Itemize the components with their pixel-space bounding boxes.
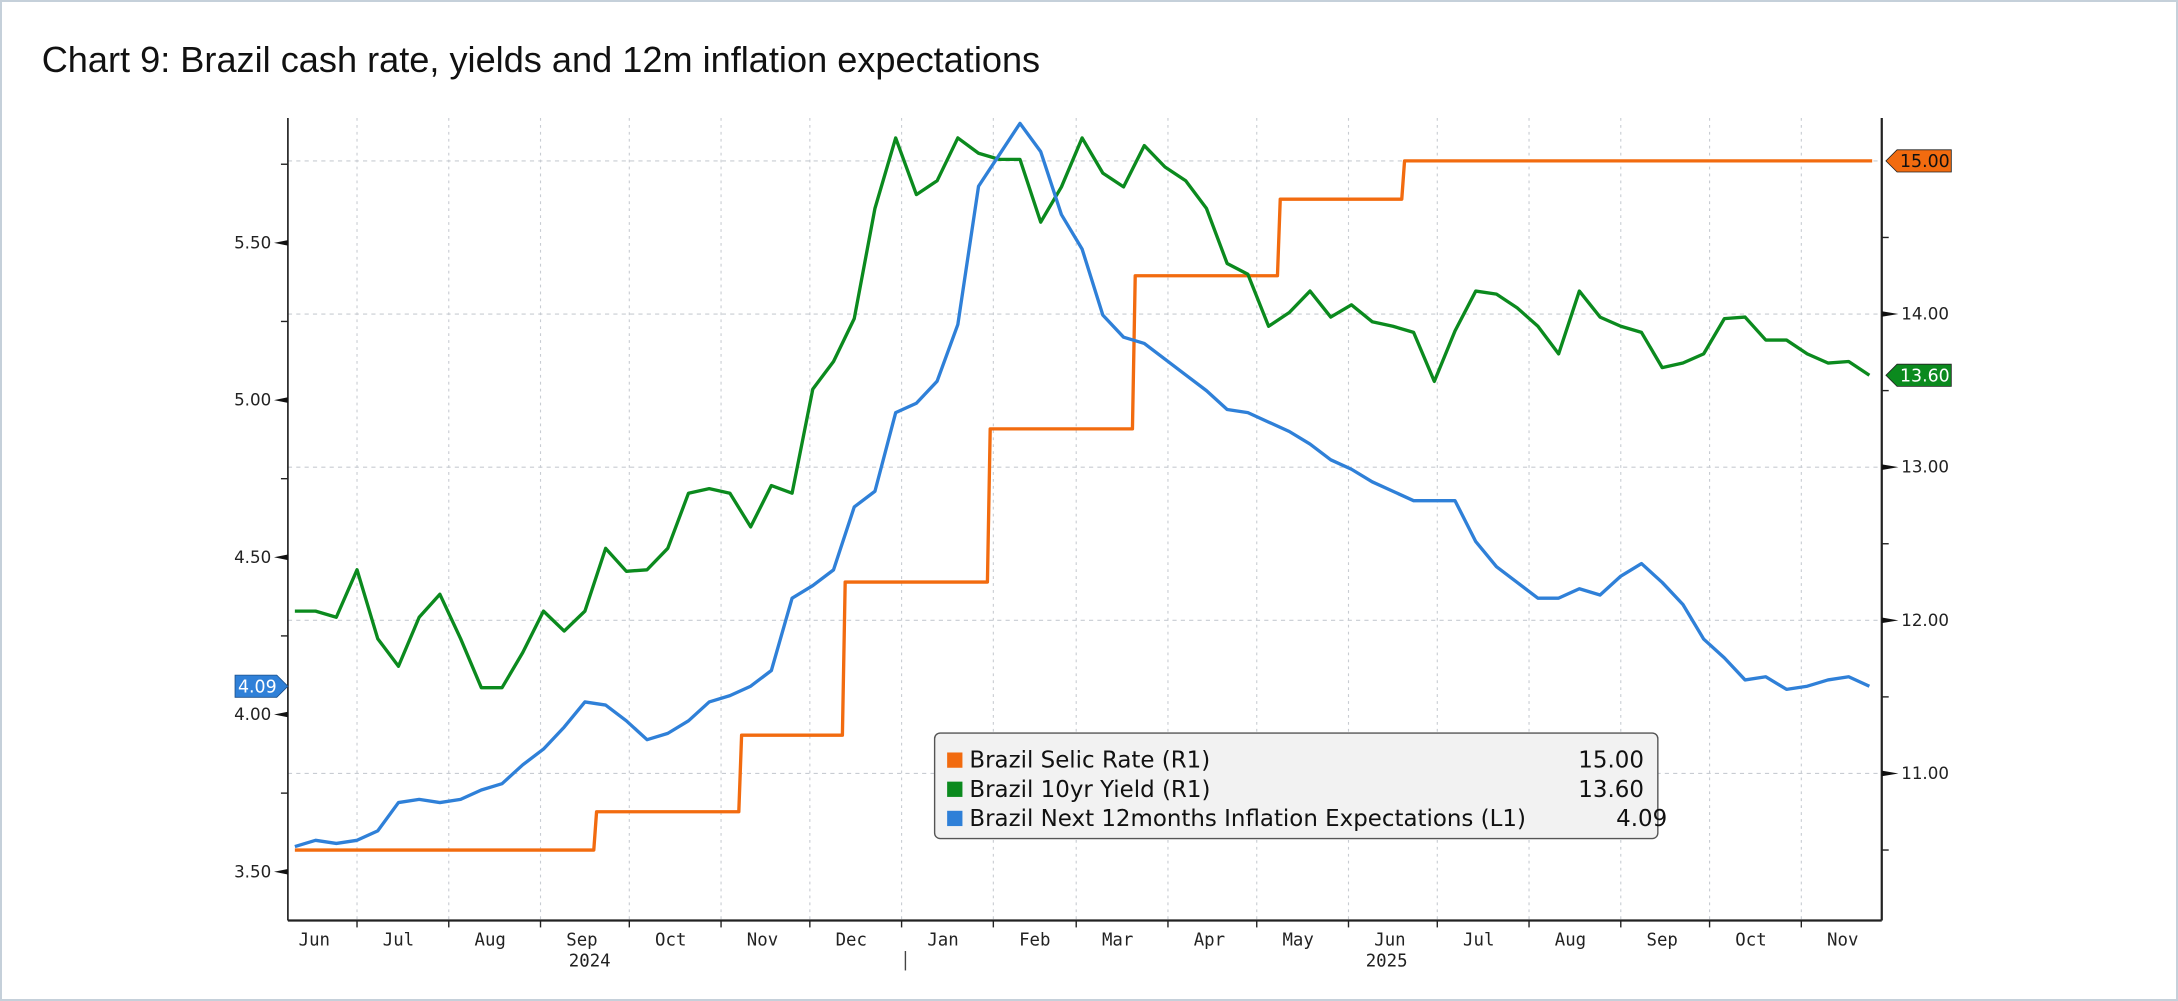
- right-tick-marker: [1881, 464, 1899, 470]
- right-tick-marker: [1881, 311, 1899, 317]
- series-lines: [294, 121, 1873, 852]
- x-month-label: Sep: [566, 930, 597, 950]
- x-month-label: Jul: [1463, 930, 1494, 950]
- left-tick-label: 4.50: [234, 548, 271, 567]
- right-tick-label: 11.00: [1901, 764, 1949, 783]
- last-value-tag: 15.00: [1900, 152, 1950, 172]
- legend-swatch: [947, 781, 963, 797]
- left-tick-label: 5.50: [234, 233, 271, 252]
- x-month-label: Aug: [1555, 930, 1586, 950]
- legend-label: Brazil Selic Rate (R1): [969, 748, 1210, 774]
- left-tick-label: 3.50: [234, 862, 271, 881]
- x-month-label: Oct: [655, 930, 686, 950]
- x-month-label: Nov: [1827, 930, 1858, 950]
- last-value-tag-bg: [1885, 363, 1952, 387]
- right-tick-label: 12.00: [1901, 611, 1949, 630]
- series-line-1: [294, 136, 1871, 690]
- left-tick-marker: [273, 397, 288, 403]
- last-value-tag: 13.60: [1900, 367, 1950, 387]
- x-month-label: Jun: [1374, 930, 1405, 950]
- left-tick-marker: [273, 868, 288, 875]
- x-year-label: 2025: [1366, 951, 1408, 971]
- last-value-tag-bg: [1885, 149, 1952, 173]
- left-tick-marker: [273, 240, 288, 246]
- legend-box: [933, 732, 1659, 840]
- legend-label: Brazil Next 12months Inflation Expectati…: [969, 806, 1526, 832]
- right-tick-marker: [1881, 770, 1899, 777]
- chart-title: Chart 9: Brazil cash rate, yields and 12…: [42, 39, 1040, 80]
- x-month-label: Mar: [1102, 930, 1133, 950]
- x-month-label: Aug: [475, 930, 506, 950]
- last-value-tag-bg: [234, 674, 289, 698]
- last-value-tag: 4.09: [238, 677, 277, 697]
- left-tick-marker: [273, 554, 288, 561]
- x-month-label: Apr: [1194, 930, 1225, 950]
- legend-value: 4.09: [1616, 806, 1667, 832]
- x-month-label: Jan: [927, 930, 958, 950]
- left-tick-label: 4.00: [234, 705, 271, 724]
- axes: Jun Jul Aug Sep Oct Nov Dec Jan Feb Mar Apr May Jun J…: [234, 118, 1949, 971]
- legend-swatch: [947, 810, 963, 827]
- series-line-2: [294, 121, 1871, 849]
- legend: Brazil Selic Rate (R1) 15.00 Brazil 10yr Y…: [933, 732, 1667, 840]
- legend-value: 15.00: [1578, 748, 1644, 774]
- last-value-tags: 15.00 13.60 4.09: [234, 149, 1952, 698]
- x-month-label: Dec: [836, 930, 867, 950]
- x-month-label: Feb: [1019, 930, 1050, 950]
- x-month-label: Sep: [1647, 930, 1678, 950]
- x-month-label: Nov: [747, 930, 778, 950]
- x-month-label: Jun: [299, 930, 330, 950]
- legend-swatch: [947, 752, 963, 768]
- x-month-label: May: [1282, 930, 1313, 950]
- right-tick-marker: [1881, 617, 1899, 624]
- left-tick-label: 5.00: [234, 391, 271, 410]
- x-month-label: Jul: [383, 930, 414, 950]
- x-month-label: Oct: [1735, 930, 1766, 950]
- x-year-label: 2024: [569, 951, 611, 971]
- right-tick-label: 13.00: [1901, 458, 1949, 477]
- series-line-0: [294, 159, 1873, 852]
- legend-label: Brazil 10yr Yield (R1): [969, 777, 1210, 803]
- left-tick-marker: [273, 711, 288, 718]
- right-tick-label: 14.00: [1901, 305, 1949, 324]
- legend-value: 13.60: [1578, 777, 1644, 803]
